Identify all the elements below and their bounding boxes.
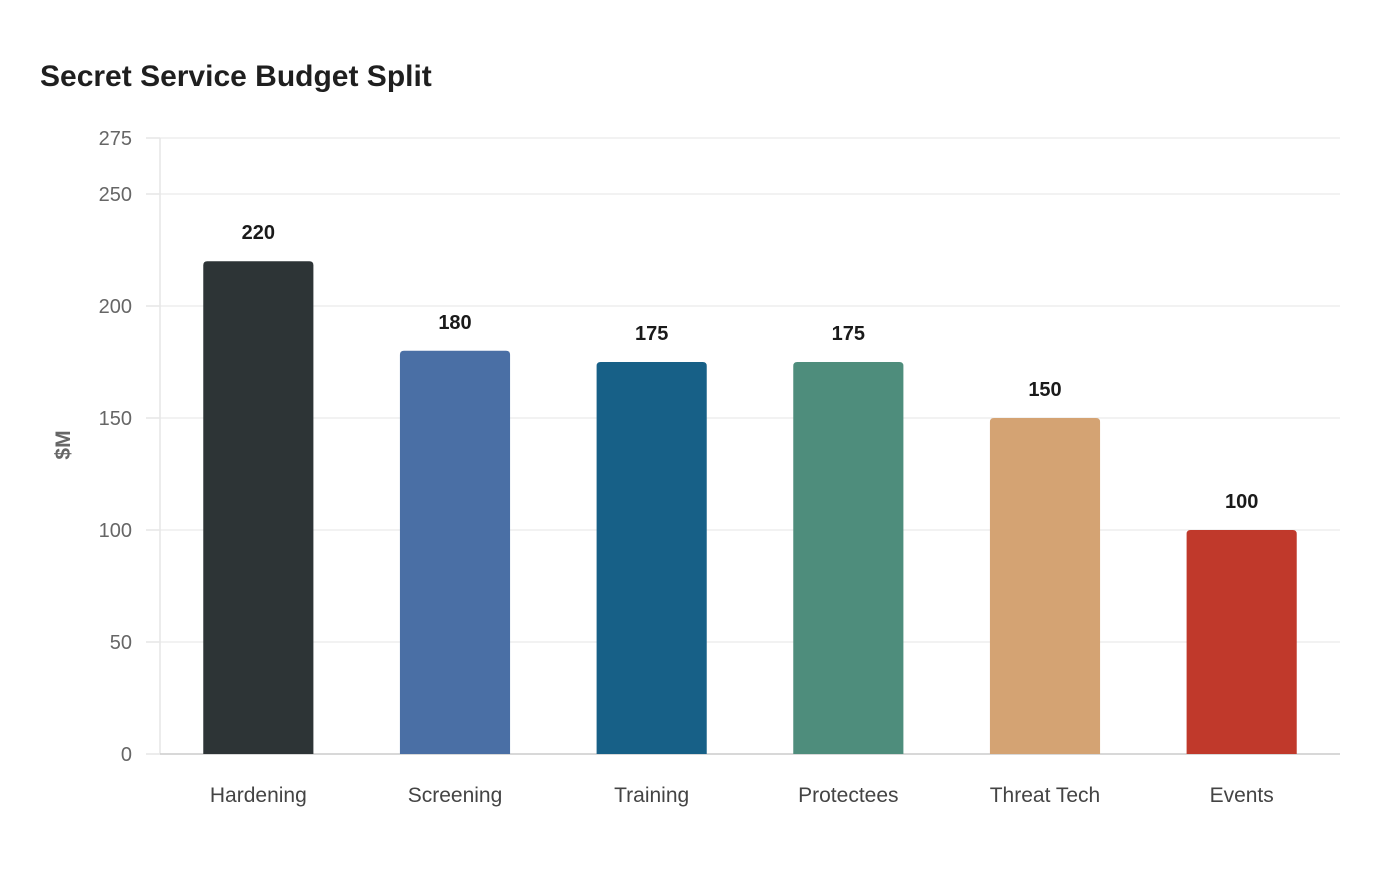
chart-title: Secret Service Budget Split [40,60,432,93]
value-label: 150 [1028,379,1061,401]
y-axis-label: $M [52,430,75,459]
bar [989,418,1101,754]
y-tick-label: 50 [110,632,132,654]
category-label: Protectees [798,784,898,807]
bar [1186,530,1297,754]
bars [203,261,1297,754]
value-label: 220 [242,222,275,244]
y-tick-label: 275 [99,128,132,150]
y-tick-label: 150 [99,408,132,430]
bar [793,362,904,754]
y-tick-label: 200 [99,296,132,318]
bar [399,350,511,754]
category-label: Training [614,784,689,807]
category-label: Hardening [210,784,307,807]
value-label: 180 [438,312,471,334]
y-tick-label: 250 [99,184,132,206]
category-labels: Hardening Screening Training Protectees Thre… [210,784,1274,807]
y-axis-ticks: 0 50 100 150 200 250 275 [99,128,132,766]
value-labels: 220 180 175 175 150 100 [242,222,1259,513]
category-label: Screening [408,784,503,807]
category-label: Threat Tech [990,784,1101,807]
value-label: 175 [635,323,668,345]
bar [596,362,707,754]
y-tick-label: 0 [121,744,132,766]
y-tick-label: 100 [99,520,132,542]
grid-lines [146,137,1340,755]
value-label: 175 [832,323,865,345]
bar [203,261,314,754]
category-label: Events [1210,784,1274,807]
value-label: 100 [1225,491,1258,513]
